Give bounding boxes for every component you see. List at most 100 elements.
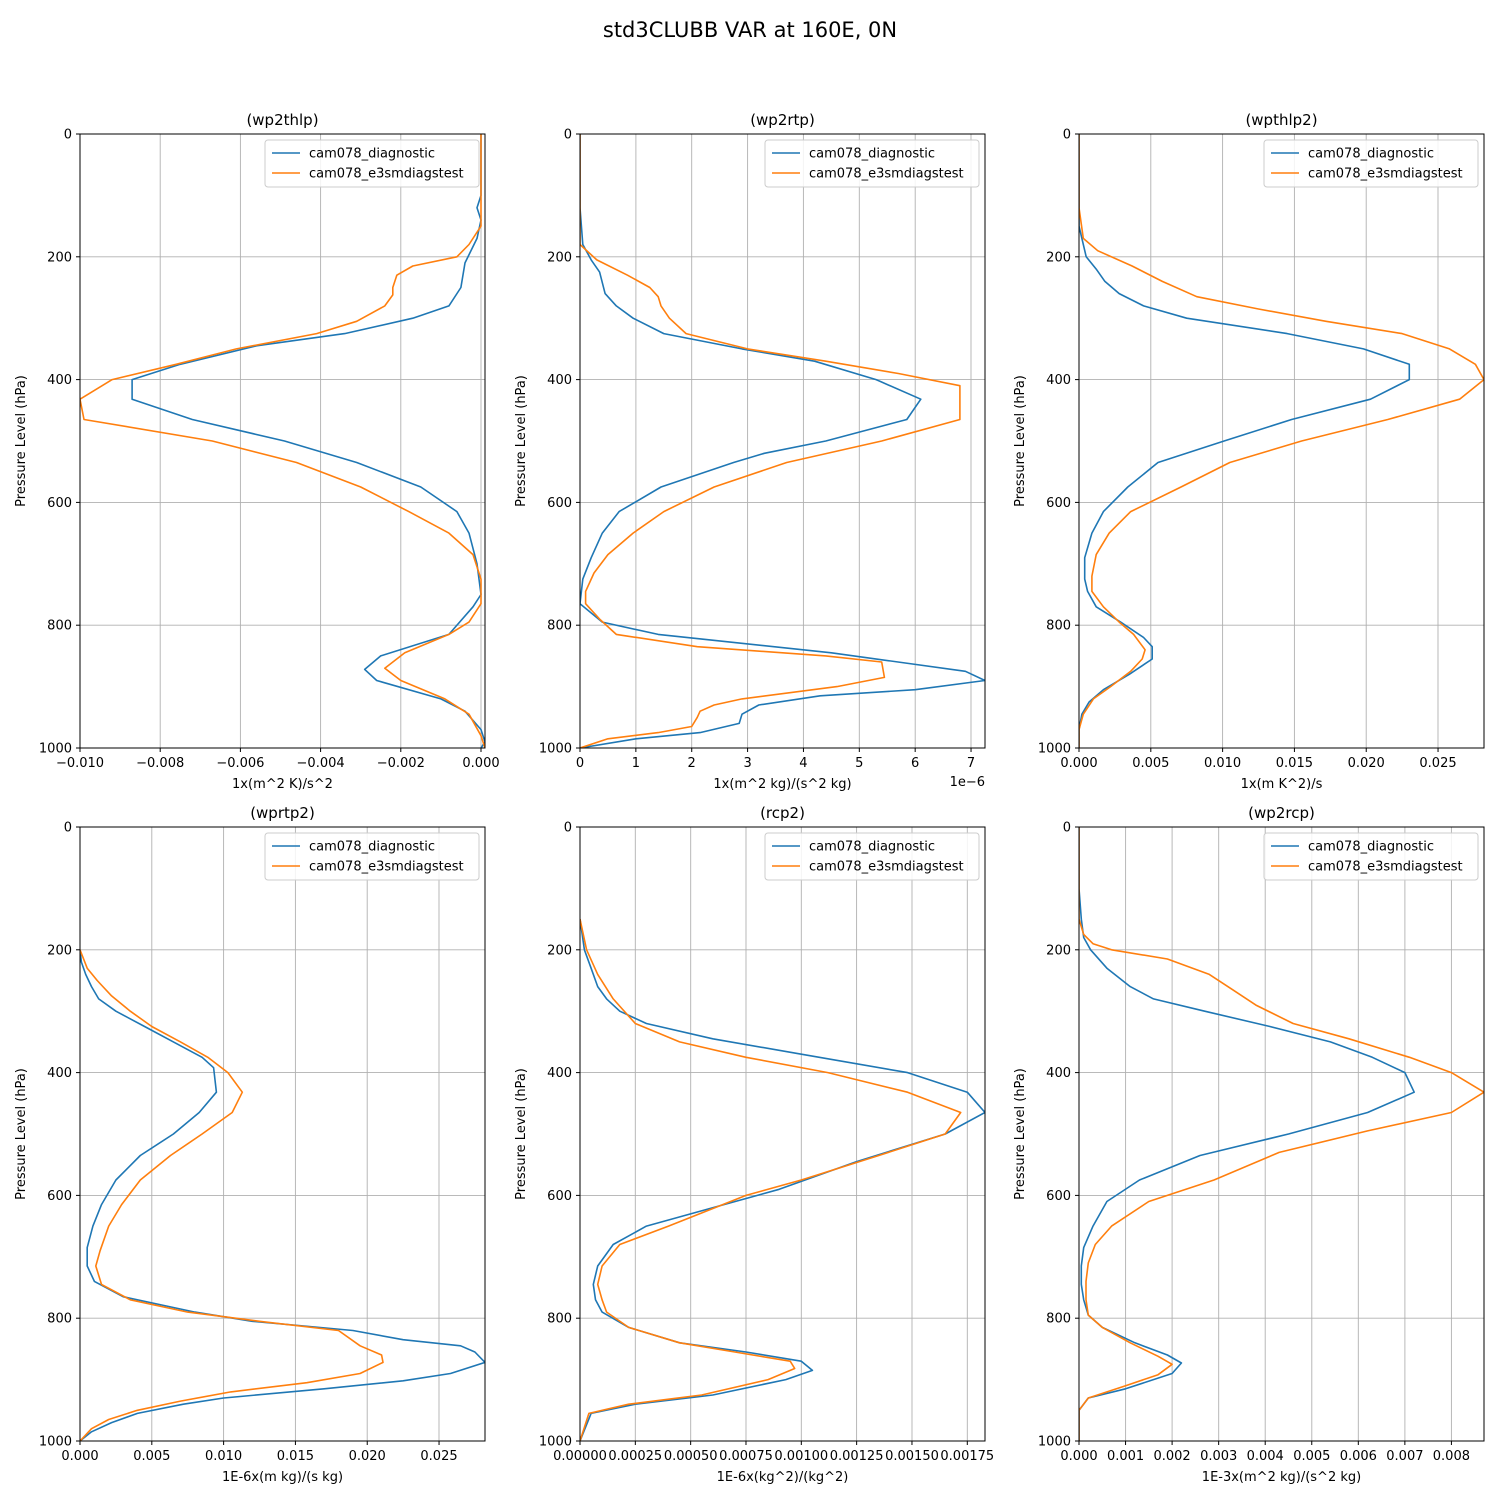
x-offset-text: 1e−6: [950, 775, 985, 790]
axes-frame: [79, 826, 486, 1442]
x-tick-label: −0.008: [136, 756, 184, 771]
y-tick-label: 200: [47, 943, 72, 958]
series-line-1: [1079, 134, 1411, 748]
x-tick-label: 0.020: [349, 1449, 386, 1464]
x-tick-label: 0.002: [1153, 1449, 1190, 1464]
y-tick-label: 0: [1063, 128, 1071, 143]
legend: cam078_diagnostic cam078_e3smdiagstest: [1263, 139, 1479, 188]
chart-panel-5: 0.00000 0.00025 0.00050 0.00075 0.00100 0.001…: [514, 804, 994, 1485]
y-tick-label: 600: [47, 496, 72, 511]
x-tick-label: 3: [743, 756, 751, 771]
legend-box: [264, 832, 480, 881]
y-tick-label: 200: [547, 250, 572, 265]
y-tick-label: 1000: [539, 1435, 572, 1450]
x-tick-label: 0.00050: [664, 1449, 718, 1464]
x-tick-label: 0.025: [1419, 756, 1456, 771]
y-tick-label: 0: [64, 128, 72, 143]
chart-panel-2: 0 1 2 3 4 5 6 7 0 200 400 600 800 1000 (wp2rtp) 1x(m^2 …: [514, 111, 986, 792]
series-line-2: [1079, 827, 1484, 1441]
x-tick-label: 5: [855, 756, 863, 771]
legend-label-1: cam078_diagnostic: [1308, 840, 1434, 855]
y-axis-label: Pressure Level (hPa): [514, 1068, 529, 1200]
series-line-1: [131, 134, 485, 748]
legend-label-1: cam078_diagnostic: [809, 840, 935, 855]
legend-label-2: cam078_e3smdiagstest: [809, 860, 964, 875]
legend: cam078_diagnostic cam078_e3smdiagstest: [1263, 832, 1479, 881]
panel-title: (wp2thlp): [246, 111, 318, 129]
legend-box: [264, 139, 480, 188]
series-line-1: [580, 134, 985, 748]
y-tick-label: 400: [547, 373, 572, 388]
series-line-2: [580, 918, 962, 1441]
legend-label-1: cam078_diagnostic: [309, 147, 435, 162]
legend-label-2: cam078_e3smdiagstest: [309, 167, 464, 182]
y-tick-label: 200: [1046, 250, 1071, 265]
chart-panel-3: 0.000 0.005 0.010 0.015 0.020 0.025 0 200 400 600…: [1013, 111, 1485, 792]
x-tick-label: 0.010: [205, 1449, 242, 1464]
x-tick-label: −0.002: [377, 756, 425, 771]
y-tick-label: 200: [47, 250, 72, 265]
x-tick-label: −0.010: [56, 756, 104, 771]
x-tick-label: 7: [967, 756, 975, 771]
x-tick-label: 0.00075: [719, 1449, 773, 1464]
axes-frame: [579, 133, 986, 749]
y-tick-label: 1000: [39, 1435, 72, 1450]
x-tick-label: 0.00100: [774, 1449, 828, 1464]
legend-box: [764, 832, 980, 881]
legend-box: [1263, 832, 1479, 881]
x-tick-label: 0.005: [1293, 1449, 1330, 1464]
y-tick-label: 600: [1046, 496, 1071, 511]
x-tick-label: 0.005: [1132, 756, 1169, 771]
y-tick-label: 1000: [39, 742, 72, 757]
x-tick-label: 0.010: [1204, 756, 1241, 771]
x-tick-label: −0.004: [297, 756, 345, 771]
x-axis-label: 1E-3x(m^2 kg)/(s^2 kg): [1202, 1470, 1361, 1485]
y-axis-label: Pressure Level (hPa): [1013, 375, 1028, 507]
x-tick-label: 0.004: [1247, 1449, 1284, 1464]
x-tick-label: 0.00175: [940, 1449, 994, 1464]
y-tick-label: 600: [547, 1189, 572, 1204]
chart-panel-1: −0.010 −0.008 −0.006 −0.004 −0.002 0.000 0 200 4…: [14, 111, 500, 792]
y-tick-label: 600: [47, 1189, 72, 1204]
y-tick-label: 800: [547, 619, 572, 634]
x-tick-label: 0.003: [1200, 1449, 1237, 1464]
series-line-2: [80, 949, 384, 1441]
legend-box: [764, 139, 980, 188]
axes-frame: [1078, 133, 1485, 749]
y-tick-label: 200: [1046, 943, 1071, 958]
y-tick-label: 200: [547, 943, 572, 958]
legend-label-1: cam078_diagnostic: [809, 147, 935, 162]
y-tick-label: 0: [64, 821, 72, 836]
x-tick-label: 0.006: [1340, 1449, 1377, 1464]
y-axis-label: Pressure Level (hPa): [14, 1068, 29, 1200]
x-tick-label: 0.020: [1348, 756, 1385, 771]
y-tick-label: 600: [1046, 1189, 1071, 1204]
x-tick-label: 6: [911, 756, 919, 771]
x-tick-label: 0.00150: [885, 1449, 939, 1464]
y-tick-label: 1000: [1038, 742, 1071, 757]
panels: −0.010 −0.008 −0.006 −0.004 −0.002 0.00002004…: [14, 111, 1485, 1485]
x-tick-label: 0.007: [1386, 1449, 1423, 1464]
series-line-1: [580, 918, 985, 1441]
series-line-2: [80, 134, 485, 748]
x-tick-label: 0.001: [1107, 1449, 1144, 1464]
figure-title: std3CLUBB VAR at 160E, 0N: [603, 18, 897, 42]
y-tick-label: 0: [1063, 821, 1071, 836]
x-tick-label: 0.00125: [830, 1449, 884, 1464]
legend-label-2: cam078_e3smdiagstest: [309, 860, 464, 875]
panel-title: (wp2rcp): [1248, 804, 1315, 822]
y-tick-label: 400: [1046, 1066, 1071, 1081]
y-tick-label: 1000: [1038, 1435, 1071, 1450]
legend-label-1: cam078_diagnostic: [1308, 147, 1434, 162]
x-tick-label: 2: [688, 756, 696, 771]
y-tick-label: 600: [547, 496, 572, 511]
y-axis-label: Pressure Level (hPa): [514, 375, 529, 507]
legend-label-2: cam078_e3smdiagstest: [1308, 167, 1463, 182]
x-axis-label: 1x(m K^2)/s: [1241, 777, 1323, 792]
chart-panel-4: 0.000 0.005 0.010 0.015 0.020 0.025 0 200 400 600…: [14, 804, 486, 1485]
legend: cam078_diagnostic cam078_e3smdiagstest: [764, 139, 980, 188]
series-line-1: [80, 949, 485, 1441]
panel-title: (wprtp2): [250, 804, 315, 822]
